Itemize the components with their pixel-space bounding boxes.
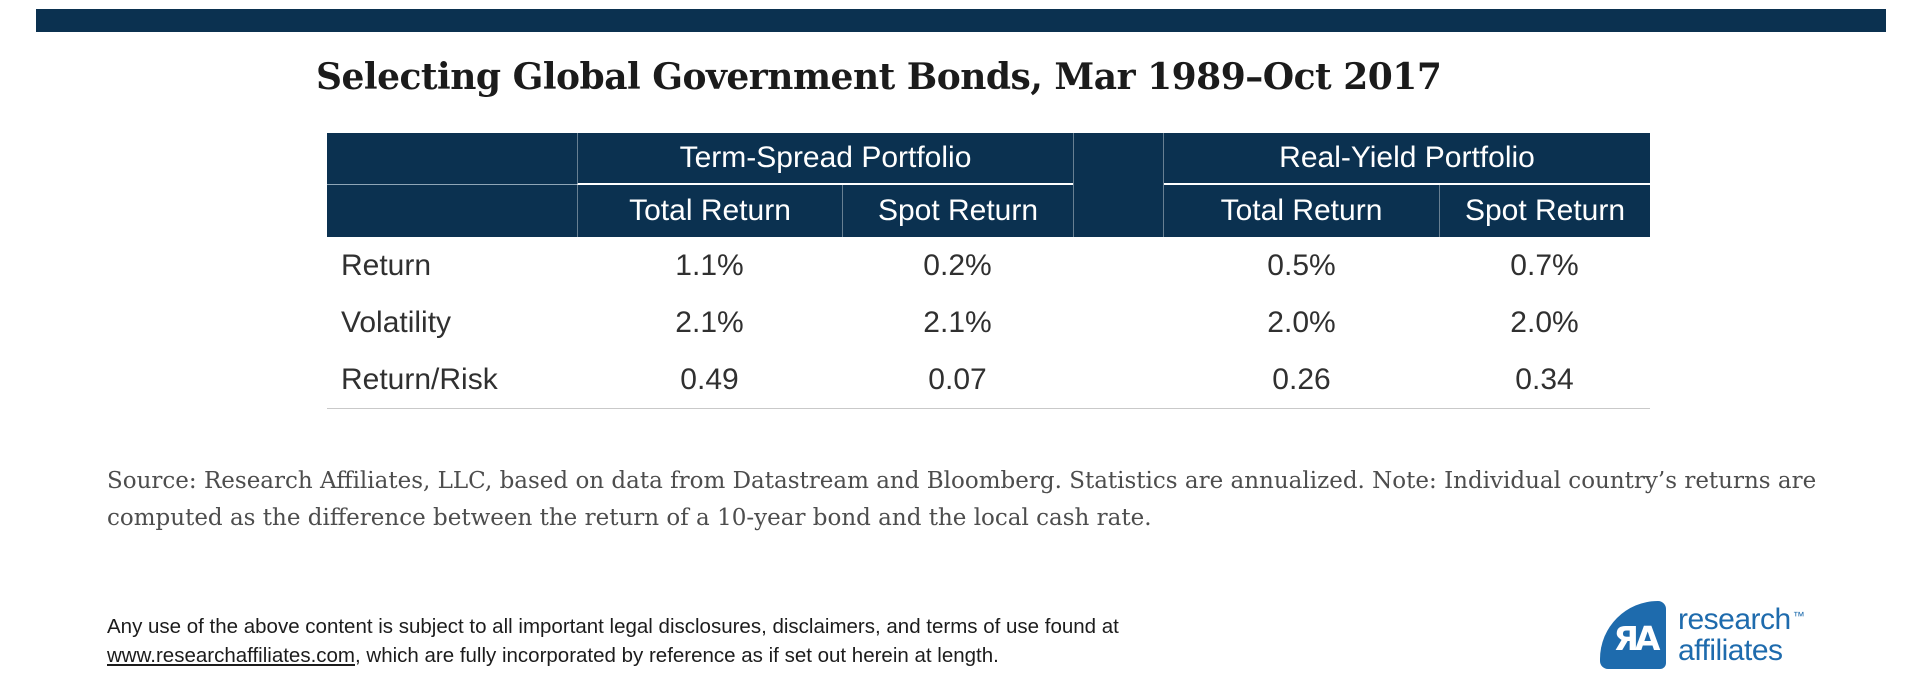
table-group-header-real-yield: Real-Yield Portfolio bbox=[1164, 133, 1650, 185]
table-bottom-rule bbox=[327, 408, 1650, 409]
ra-monogram: ЯA bbox=[1613, 618, 1661, 658]
table-subheader: Total Return bbox=[577, 185, 842, 237]
table-cell: 2.1% bbox=[675, 305, 744, 339]
table-row-label: Return/Risk bbox=[341, 362, 498, 396]
legal-line2-rest: , which are fully incorporated by refere… bbox=[355, 644, 999, 667]
research-affiliates-logo-icon: ЯA bbox=[1600, 601, 1666, 669]
table-stub-cell bbox=[327, 185, 577, 237]
table-gap-cell bbox=[1073, 294, 1164, 351]
table-cell: 0.5% bbox=[1267, 248, 1336, 282]
table-row-label: Return bbox=[341, 248, 432, 282]
source-note: Source: Research Affiliates, LLC, based … bbox=[107, 463, 1816, 537]
legal-line1: Any use of the above content is subject … bbox=[107, 615, 1119, 638]
table-subheader: Total Return bbox=[1164, 185, 1439, 237]
table-group-header-term-spread: Term-Spread Portfolio bbox=[577, 133, 1073, 185]
research-affiliates-wordmark: research ™ affiliates bbox=[1678, 603, 1805, 667]
statistics-table: Term-Spread Portfolio Real-Yield Portfol… bbox=[327, 133, 1650, 408]
researchaffiliates-link[interactable]: www.researchaffiliates.com bbox=[107, 644, 355, 667]
table-group-gap bbox=[1073, 133, 1164, 185]
table-cell: 2.0% bbox=[1510, 305, 1579, 339]
table-cell: 0.34 bbox=[1515, 362, 1574, 396]
wordmark-line1: research bbox=[1678, 603, 1791, 636]
figure-title: Selecting Global Government Bonds, Mar 1… bbox=[316, 56, 1442, 98]
table-row-label: Volatility bbox=[341, 305, 452, 339]
table-cell: 0.7% bbox=[1510, 248, 1579, 282]
table-group-gap bbox=[1073, 185, 1164, 237]
table-cell: 0.49 bbox=[680, 362, 739, 396]
wordmark-line2: affiliates bbox=[1678, 634, 1783, 667]
table-cell: 0.26 bbox=[1272, 362, 1331, 396]
table-subheader: Spot Return bbox=[842, 185, 1073, 237]
legal-disclaimer: Any use of the above content is subject … bbox=[107, 612, 1119, 670]
table-cell: 0.2% bbox=[923, 248, 992, 282]
legal-line2: www.researchaffiliates.com, which are fu… bbox=[107, 641, 1119, 670]
source-note-line1: Source: Research Affiliates, LLC, based … bbox=[107, 468, 1817, 494]
table-cell: 2.0% bbox=[1267, 305, 1336, 339]
table-gap-cell bbox=[1073, 237, 1164, 294]
table-stub-cell bbox=[327, 133, 577, 185]
table-cell: 2.1% bbox=[923, 305, 992, 339]
table-subheader: Spot Return bbox=[1439, 185, 1650, 237]
source-note-line2: computed as the difference between the r… bbox=[107, 505, 1152, 531]
trademark-symbol: ™ bbox=[1792, 609, 1805, 623]
table-cell: 1.1% bbox=[675, 248, 744, 282]
table-gap-cell bbox=[1073, 351, 1164, 408]
table-cell: 0.07 bbox=[928, 362, 987, 396]
top-navy-bar bbox=[36, 9, 1886, 32]
